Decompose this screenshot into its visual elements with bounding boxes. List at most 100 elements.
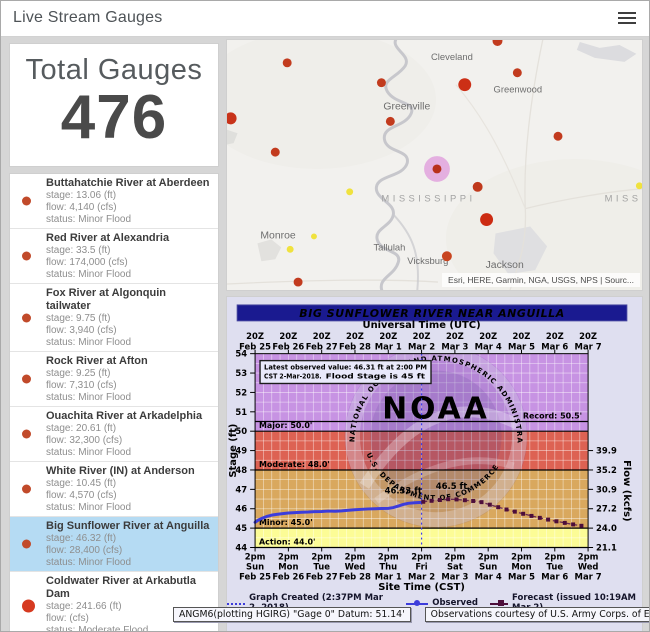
list-item-selected[interactable]: Big Sunflower River at Anguilla stage: 46… [10,517,218,572]
legend-sample-dotted-icon [227,600,246,607]
gauge-status: status: Minor Flood [46,502,132,513]
top-tick-z: 20Z [413,331,431,341]
map-panel[interactable]: Cleveland Greenwood Greenville MISSISSIPPI M… [226,39,643,291]
gauge-status-dot [22,374,31,384]
list-item[interactable]: White River (IN) at Anderson stage: 10.45… [10,462,218,517]
gauge-list: Buttahatchie River at Aberdeen stage: 13.… [10,174,218,632]
gauge-stage: stage: 20.61 (ft) [46,423,117,434]
gauge-marker[interactable] [282,58,292,68]
flow-tick: 39.9 [596,446,617,456]
bottom-tick-day: Fri [415,561,427,571]
bottom-tick-date: Feb 27 [306,571,338,581]
gauge-marker[interactable] [458,78,472,92]
bottom-tick-day: Wed [578,561,599,571]
map-place-label: Greenville [383,101,430,112]
bottom-tick-date: Mar 7 [575,571,602,581]
map-attribution: Esri, HERE, Garmin, NGA, USGS, NPS | Sou… [442,273,640,287]
map-place-label: Jackson [486,260,524,271]
flow-tick: 35.2 [596,465,617,475]
menu-icon[interactable] [618,12,636,26]
map-road [509,40,544,290]
gauge-marker[interactable] [270,147,280,157]
top-tick-z: 20Z [546,331,564,341]
stage-tick: 54 [235,349,247,359]
gauge-marker[interactable] [376,78,386,88]
total-gauges-value: 476 [60,83,168,152]
top-tick-date: Feb 25 [239,342,271,352]
gauge-marker[interactable] [310,233,317,240]
list-item[interactable]: Buttahatchie River at Aberdeen stage: 13.… [10,174,218,229]
gauge-flow: flow: 28,400 (cfs) [46,545,123,556]
gauge-name: White River (IN) at Anderson [46,465,195,477]
map-terrain-shade [445,159,642,290]
bottom-tick-day: Thu [379,561,397,571]
gauge-stage: stage: 9.25 (ft) [46,368,111,379]
bottom-tick-day: Tue [313,561,330,571]
bottom-tick-time: 2pm [445,551,466,561]
bottom-tick-day: Mon [278,561,298,571]
bottom-tick-time: 2pm [278,551,299,561]
gauge-marker[interactable] [512,68,522,78]
gauge-status-dot [22,539,31,549]
map-road [227,279,439,285]
stage-tick: 50 [235,426,247,436]
bottom-tick-day: Sun [246,561,264,571]
gauge-marker[interactable] [293,277,303,287]
gauge-status-dot [22,599,35,612]
top-axis-title: Universal Time (UTC) [363,320,481,331]
gauge-status: status: Moderate Flood [46,625,149,632]
bottom-tick-day: Tue [547,561,564,571]
gauge-status: status: Minor Flood [46,557,132,568]
gauge-marker[interactable] [227,112,237,125]
map-urban-patch [576,41,637,62]
map-place-label: Monroe [260,230,295,241]
bottom-tick-date: Mar 1 [375,571,402,581]
bottom-tick-date: Mar 2 [408,571,435,581]
gauge-status: status: Minor Flood [46,269,132,280]
gauge-status: status: Minor Flood [46,447,132,458]
bottom-tick-day: Sat [447,561,463,571]
gauge-flow: flow: 4,140 (cfs) [46,202,117,213]
list-item[interactable]: Fox River at Algonquin tailwater stage: 9… [10,284,218,352]
gauge-marker[interactable] [553,131,563,141]
top-tick-z: 20Z [379,331,397,341]
top-tick-z: 20Z [579,331,597,341]
gauge-marker[interactable] [346,188,354,196]
gauge-stage: stage: 10.45 (ft) [46,478,117,489]
gauge-marker[interactable] [480,213,494,227]
bottom-tick-time: 2pm [345,551,366,561]
gauge-name: Fox River at Algonquin tailwater [46,287,166,312]
selected-gauge-marker[interactable] [424,156,450,182]
map-road [455,84,526,209]
map-urban-patch-monroe [257,239,282,262]
list-item[interactable]: Coldwater River at Arkabutla Dam stage: 2… [10,572,218,632]
list-item[interactable]: Ouachita River at Arkadelphia stage: 20.6… [10,407,218,462]
gauge-status-dot [22,484,31,494]
gauge-marker[interactable] [385,116,395,126]
gauge-marker[interactable] [635,182,642,190]
list-item[interactable]: Rock River at Afton stage: 9.25 (ft) flow:… [10,352,218,407]
gauge-marker[interactable] [286,245,294,253]
gauge-stage: stage: 241.66 (ft) [46,601,122,612]
record-label: Record: 50.5' [523,412,582,421]
gauge-marker[interactable] [472,181,483,192]
top-tick-date: Mar 6 [541,342,568,352]
bottom-tick-date: Feb 28 [339,571,371,581]
gauge-marker[interactable] [441,251,452,262]
list-item[interactable]: Red River at Alexandria stage: 33.5 (ft) f… [10,229,218,284]
bottom-tick-date: Mar 5 [508,571,535,581]
gauge-name: Ouachita River at Arkadelphia [46,410,203,422]
svg-text:NOAA: NOAA [382,391,490,426]
map-place-label: MISSISS [605,193,642,204]
bottom-tick-day: Sun [479,561,497,571]
hydrograph-panel: BIG SUNFLOWER RIVER NEAR ANGUILLA Univers… [172,296,649,631]
map-patch [227,129,238,145]
flood-zone-label: Action: 44.0' [259,538,315,547]
gauge-marker[interactable] [492,40,503,46]
gauge-name: Big Sunflower River at Anguilla [46,520,210,532]
map-canvas[interactable]: Cleveland Greenwood Greenville MISSISSIPPI M… [227,40,642,290]
top-tick-z: 20Z [446,331,464,341]
bottom-axis-title: Site Time (CST) [378,582,465,593]
chart-footnote: ANGM6(plotting HGIRG) "Gage 0" Datum: 51… [172,607,411,622]
top-tick-date: Mar 2 [408,342,435,352]
